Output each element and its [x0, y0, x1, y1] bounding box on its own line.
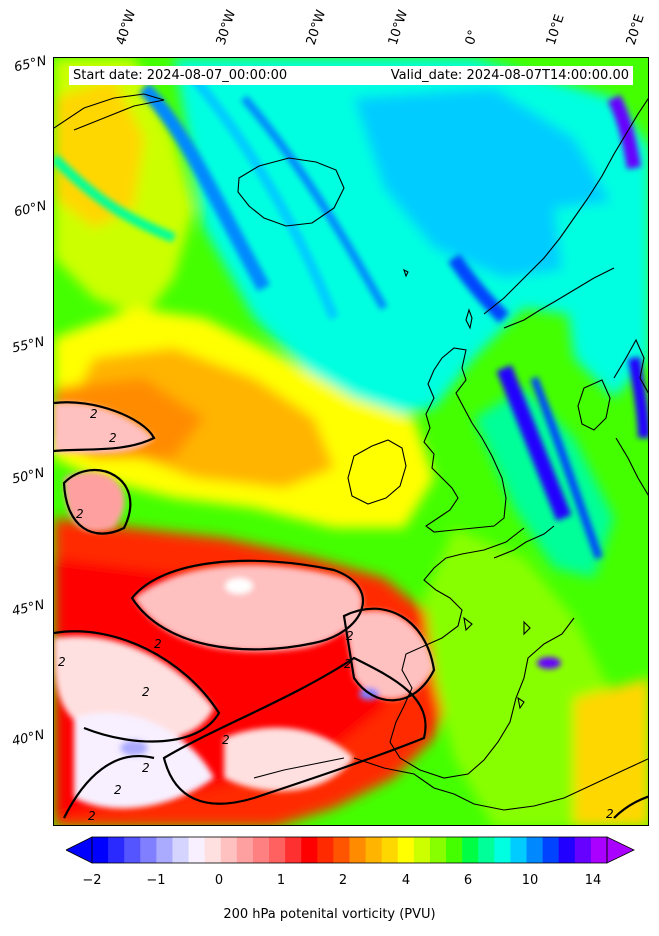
colorbar-swatch: [252, 837, 270, 863]
colorbar-swatch: [317, 837, 334, 863]
colorbar-swatch: [349, 837, 367, 863]
lat-label-60n: 60°N: [12, 198, 48, 221]
iceland-coast: [237, 157, 345, 227]
colorbar-swatch: [381, 837, 399, 863]
colorbar-swatch: [220, 837, 238, 863]
colorbar-swatch: [558, 837, 576, 863]
colorbar-swatch: [462, 837, 479, 863]
colorbar-swatch: [542, 837, 560, 863]
colorbar-extend-min: [66, 836, 93, 864]
colorbar-swatch: [108, 837, 125, 863]
contour-label: 2: [76, 507, 84, 521]
contour-label: 2: [88, 809, 96, 823]
colorbar-tick: −1: [146, 873, 166, 888]
continental-coast: [389, 527, 575, 779]
colorbar-tick: −2: [82, 873, 102, 888]
colorbar-swatch: [269, 837, 286, 863]
colorbar-swatch: [429, 837, 447, 863]
contour-label: 2: [58, 655, 66, 669]
colorbar-tick: 14: [584, 873, 602, 888]
colorbar-tick: 2: [338, 873, 348, 888]
contour-label: 2: [142, 685, 150, 699]
colorbar-tick: 1: [276, 873, 286, 888]
pv-high-streaks: [54, 74, 648, 669]
lon-label-20e: 20°E: [623, 12, 648, 48]
pv-low-areas: [54, 402, 434, 809]
contour-label: 2: [154, 637, 162, 651]
colorbar-swatch: [397, 837, 415, 863]
lon-label-10e: 10°E: [543, 12, 568, 48]
colorbar-swatch: [156, 837, 173, 863]
lat-label-45n: 45°N: [10, 597, 46, 620]
colorbar-swatch: [92, 837, 109, 863]
lon-label-30w: 30°W: [213, 8, 240, 47]
colorbar-swatch: [510, 837, 528, 863]
colorbar-swatch: [188, 837, 206, 863]
lon-label-10w: 10°W: [385, 8, 412, 47]
colorbar-tick: 4: [401, 873, 411, 888]
valid-date: Valid_date: 2024-08-07T14:00:00.00: [390, 68, 629, 83]
lon-label-20w: 20°W: [303, 8, 330, 47]
ireland-coast: [347, 439, 407, 505]
contour-label: 2: [606, 807, 614, 821]
norway-coast: [483, 98, 648, 315]
lat-label-40n: 40°N: [10, 727, 46, 750]
pv-2-contours: [54, 401, 648, 819]
contour-label: 2: [344, 657, 352, 671]
colorbar-swatch: [285, 837, 302, 863]
potential-vorticity-map: 2 2 2 2 2 2 2 2 2 2 2 2 2: [54, 58, 648, 825]
colorbar-swatch: [478, 837, 495, 863]
colorbar-swatch: [204, 837, 222, 863]
colorbar-extend-max: [606, 836, 635, 864]
colorbar-swatch: [140, 837, 157, 863]
lat-label-50n: 50°N: [10, 465, 46, 488]
lon-label-40w: 40°W: [113, 8, 140, 47]
map-frame: 2 2 2 2 2 2 2 2 2 2 2 2 2: [53, 57, 649, 826]
lat-label-55n: 55°N: [10, 334, 46, 357]
colorbar-tick: 0: [214, 873, 224, 888]
colorbar-swatch: [172, 837, 190, 863]
colorbar-swatch: [365, 837, 383, 863]
colorbar-label: 200 hPa potenital vorticity (PVU): [223, 907, 436, 922]
greenland-coast: [54, 93, 165, 131]
contour-label: 2: [142, 761, 150, 775]
colorbar-swatch: [124, 837, 141, 863]
start-date: Start date: 2024-08-07_00:00:00: [73, 68, 288, 83]
colorbar-swatch: [590, 837, 608, 863]
great-britain-coast: [423, 347, 507, 533]
colorbar-swatch: [494, 837, 511, 863]
coastlines: [54, 93, 648, 811]
contour-label: 2: [346, 629, 354, 643]
contour-label: 2: [114, 783, 122, 797]
colorbar-swatch: [413, 837, 431, 863]
colorbar-border: [91, 836, 608, 864]
colorbar: [66, 836, 635, 864]
colorbar-swatch: [526, 837, 544, 863]
colorbar-swatch: [333, 837, 350, 863]
colorbar-swatch: [301, 837, 318, 863]
title-bar: Start date: 2024-08-07_00:00:00 Valid_da…: [69, 66, 633, 85]
colorbar-swatch: [446, 837, 463, 863]
colorbar-tick: 10: [521, 873, 539, 888]
contour-label: 2: [222, 733, 230, 747]
contour-label: 2: [90, 407, 98, 421]
lat-label-65n: 65°N: [12, 53, 48, 76]
colorbar-swatch: [574, 837, 592, 863]
lon-label-0: 0°: [462, 28, 482, 47]
africa-coast: [353, 757, 648, 811]
contour-label: 2: [109, 431, 117, 445]
colorbar-tick: 6: [463, 873, 473, 888]
colorbar-swatch: [236, 837, 254, 863]
